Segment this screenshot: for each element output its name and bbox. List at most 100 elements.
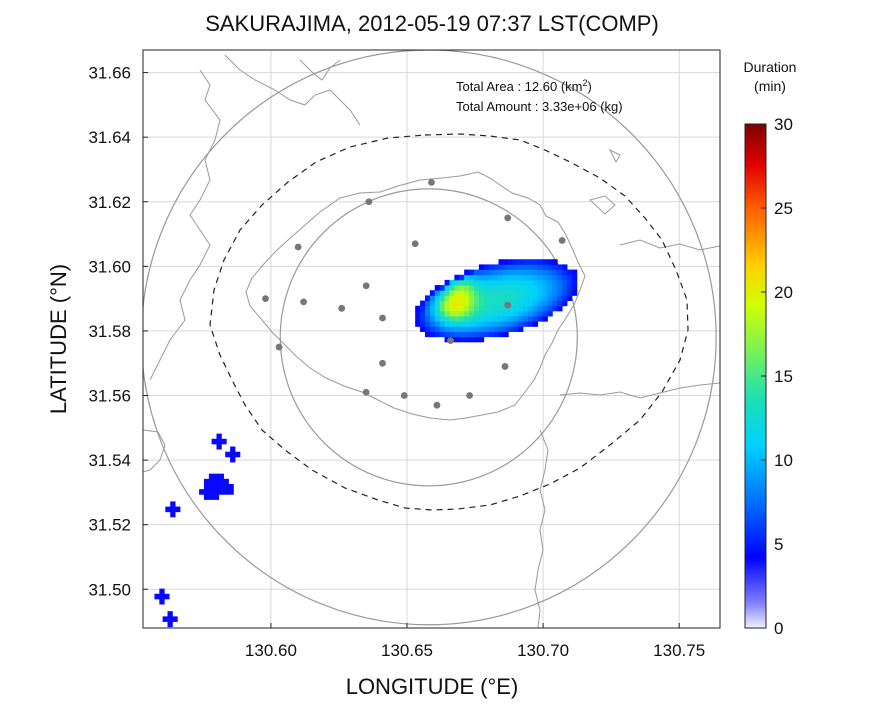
gridlines [143,50,720,628]
ash-cell [478,290,485,296]
ash-cell [537,316,543,322]
ash-cell [454,274,460,281]
ash-cell [537,295,543,301]
ash-cell [439,290,445,296]
ash-cell [508,316,514,322]
ash-cell [483,279,490,286]
ash-cell [508,305,514,312]
ash-cell [557,290,563,296]
ash-cell [223,489,229,495]
station-point [362,388,370,396]
colorbar-tick-label: 25 [774,199,793,218]
ash-cell [522,316,529,322]
ash-cell [488,305,494,312]
ash-cell [464,336,470,343]
ash-cell [483,274,490,281]
ash-cell [415,310,421,317]
ash-cell [552,295,558,301]
total-area-unit-sup: 2 [583,78,588,88]
ash-cell [175,506,181,513]
ash-cell [444,295,450,301]
ash-cell [503,264,509,270]
ash-cell [503,285,509,291]
ash-cell [454,279,460,286]
ash-cell [542,290,548,296]
ash-cell [513,300,519,307]
colorbar-units: (min) [754,78,786,94]
ash-cell [444,331,450,338]
ash-cell [503,295,509,301]
ash-cell [498,310,504,317]
ash-cell [483,310,490,317]
colorbar-title: Duration [744,59,797,75]
ash-cell [518,295,524,301]
ash-cell [532,290,539,296]
y-axis-label: LATITUDE (°N) [46,264,71,414]
totals-annotation: Total Area : 12.60 (km2) Total Amount : … [456,78,623,114]
ash-cell [527,310,534,317]
ash-cell [469,279,475,286]
ash-cell [547,305,553,312]
ash-cell [159,593,165,600]
ash-cell [547,310,553,317]
ash-cell [503,279,509,286]
ash-cell [449,300,455,307]
ash-cell [216,438,222,445]
ash-cell [493,316,499,322]
station-point [433,401,441,409]
ash-cell [469,274,475,281]
station-point [501,363,509,370]
ash-cell [478,305,485,312]
x-axis-label: LONGITUDE (°E) [346,674,519,699]
ash-cell [483,295,490,301]
ash-cell [439,326,445,332]
ash-cell [473,300,480,307]
ash-cell [478,274,485,281]
y-tick-label: 31.56 [88,387,131,406]
ash-cell [454,321,460,327]
ash-cell [542,300,548,307]
ash-cell [449,326,455,332]
station-points [262,178,566,409]
ash-cell [444,321,450,327]
ash-cell [513,264,519,270]
ash-cell [522,310,529,317]
ash-cell [498,259,504,265]
total-amount-unit: (kg) [600,99,622,114]
ash-cell [454,326,460,332]
ash-cell [498,305,504,312]
ash-cell [459,300,465,307]
ash-cell [434,285,441,291]
ash-cell [493,274,499,281]
ash-cell [518,316,524,322]
ash-cell [488,316,494,322]
total-area-unit: (km [561,79,583,94]
ash-cell [532,269,539,276]
ash-cell [552,259,558,265]
ash-cell [532,300,539,307]
ash-cell [478,316,485,322]
ash-cell [165,506,171,513]
ash-cell [508,269,514,276]
ash-cell [221,438,227,445]
station-point [338,304,346,312]
ash-cell [478,336,485,343]
ash-cell [424,326,431,332]
ash-cell [513,305,519,312]
ash-cell [522,305,529,312]
ash-cell [503,310,509,317]
ash-cell [562,295,568,301]
ash-cell [478,264,485,270]
ash-cell [488,326,494,332]
ash-cell [469,295,475,301]
ash-cell [164,593,170,600]
ash-cell [454,300,460,307]
ash-cell [532,310,539,317]
ash-cell [552,264,558,270]
ash-cell [503,305,509,312]
ash-cell [537,259,543,265]
ash-cell [498,331,504,338]
ash-cell [498,326,504,332]
x-tick-label: 130.60 [245,641,297,660]
ash-cell [478,321,485,327]
